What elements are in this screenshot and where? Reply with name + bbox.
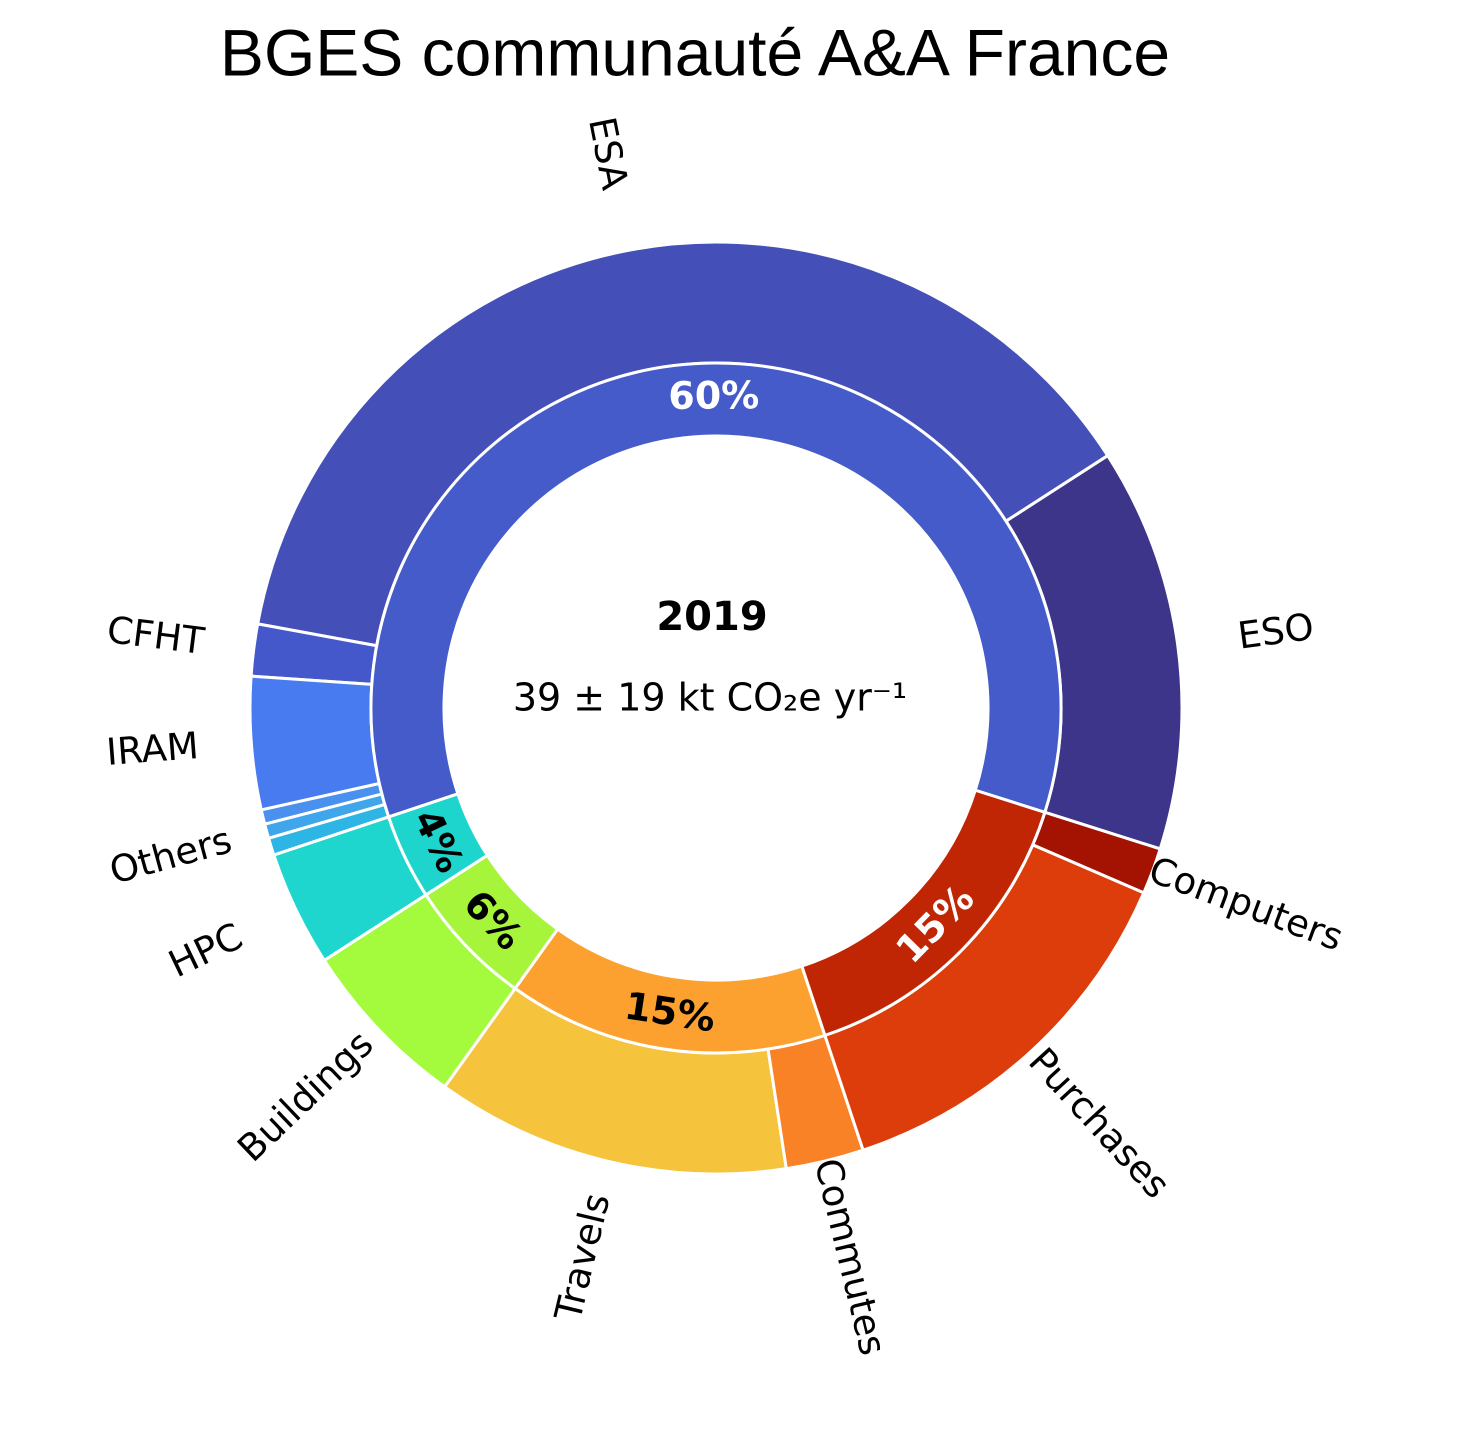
center-title: 2019 [656,594,767,640]
rings [248,240,1184,1176]
inner-wedge [799,788,1047,1038]
chart-title: BGES communauté A&A France [220,15,1170,89]
outer-label: CFHT [105,608,208,663]
outer-label: ESO [1235,605,1316,658]
outer-label: Others [105,818,236,892]
outer-label: Commutes [806,1154,895,1359]
outer-label: Purchases [1020,1040,1178,1207]
outer-label: Computers [1143,848,1348,959]
center-subtitle: 39 ± 19 kt CO₂e yr⁻¹ [513,676,907,720]
outer-label: ESA [580,113,636,193]
inner-wedge [369,361,1063,819]
percent-label: 60% [668,373,759,418]
outer-label: HPC [162,915,249,987]
outer-label: Buildings [229,1022,381,1170]
outer-label: IRAM [105,724,200,774]
outer-label: Travels [546,1189,618,1326]
